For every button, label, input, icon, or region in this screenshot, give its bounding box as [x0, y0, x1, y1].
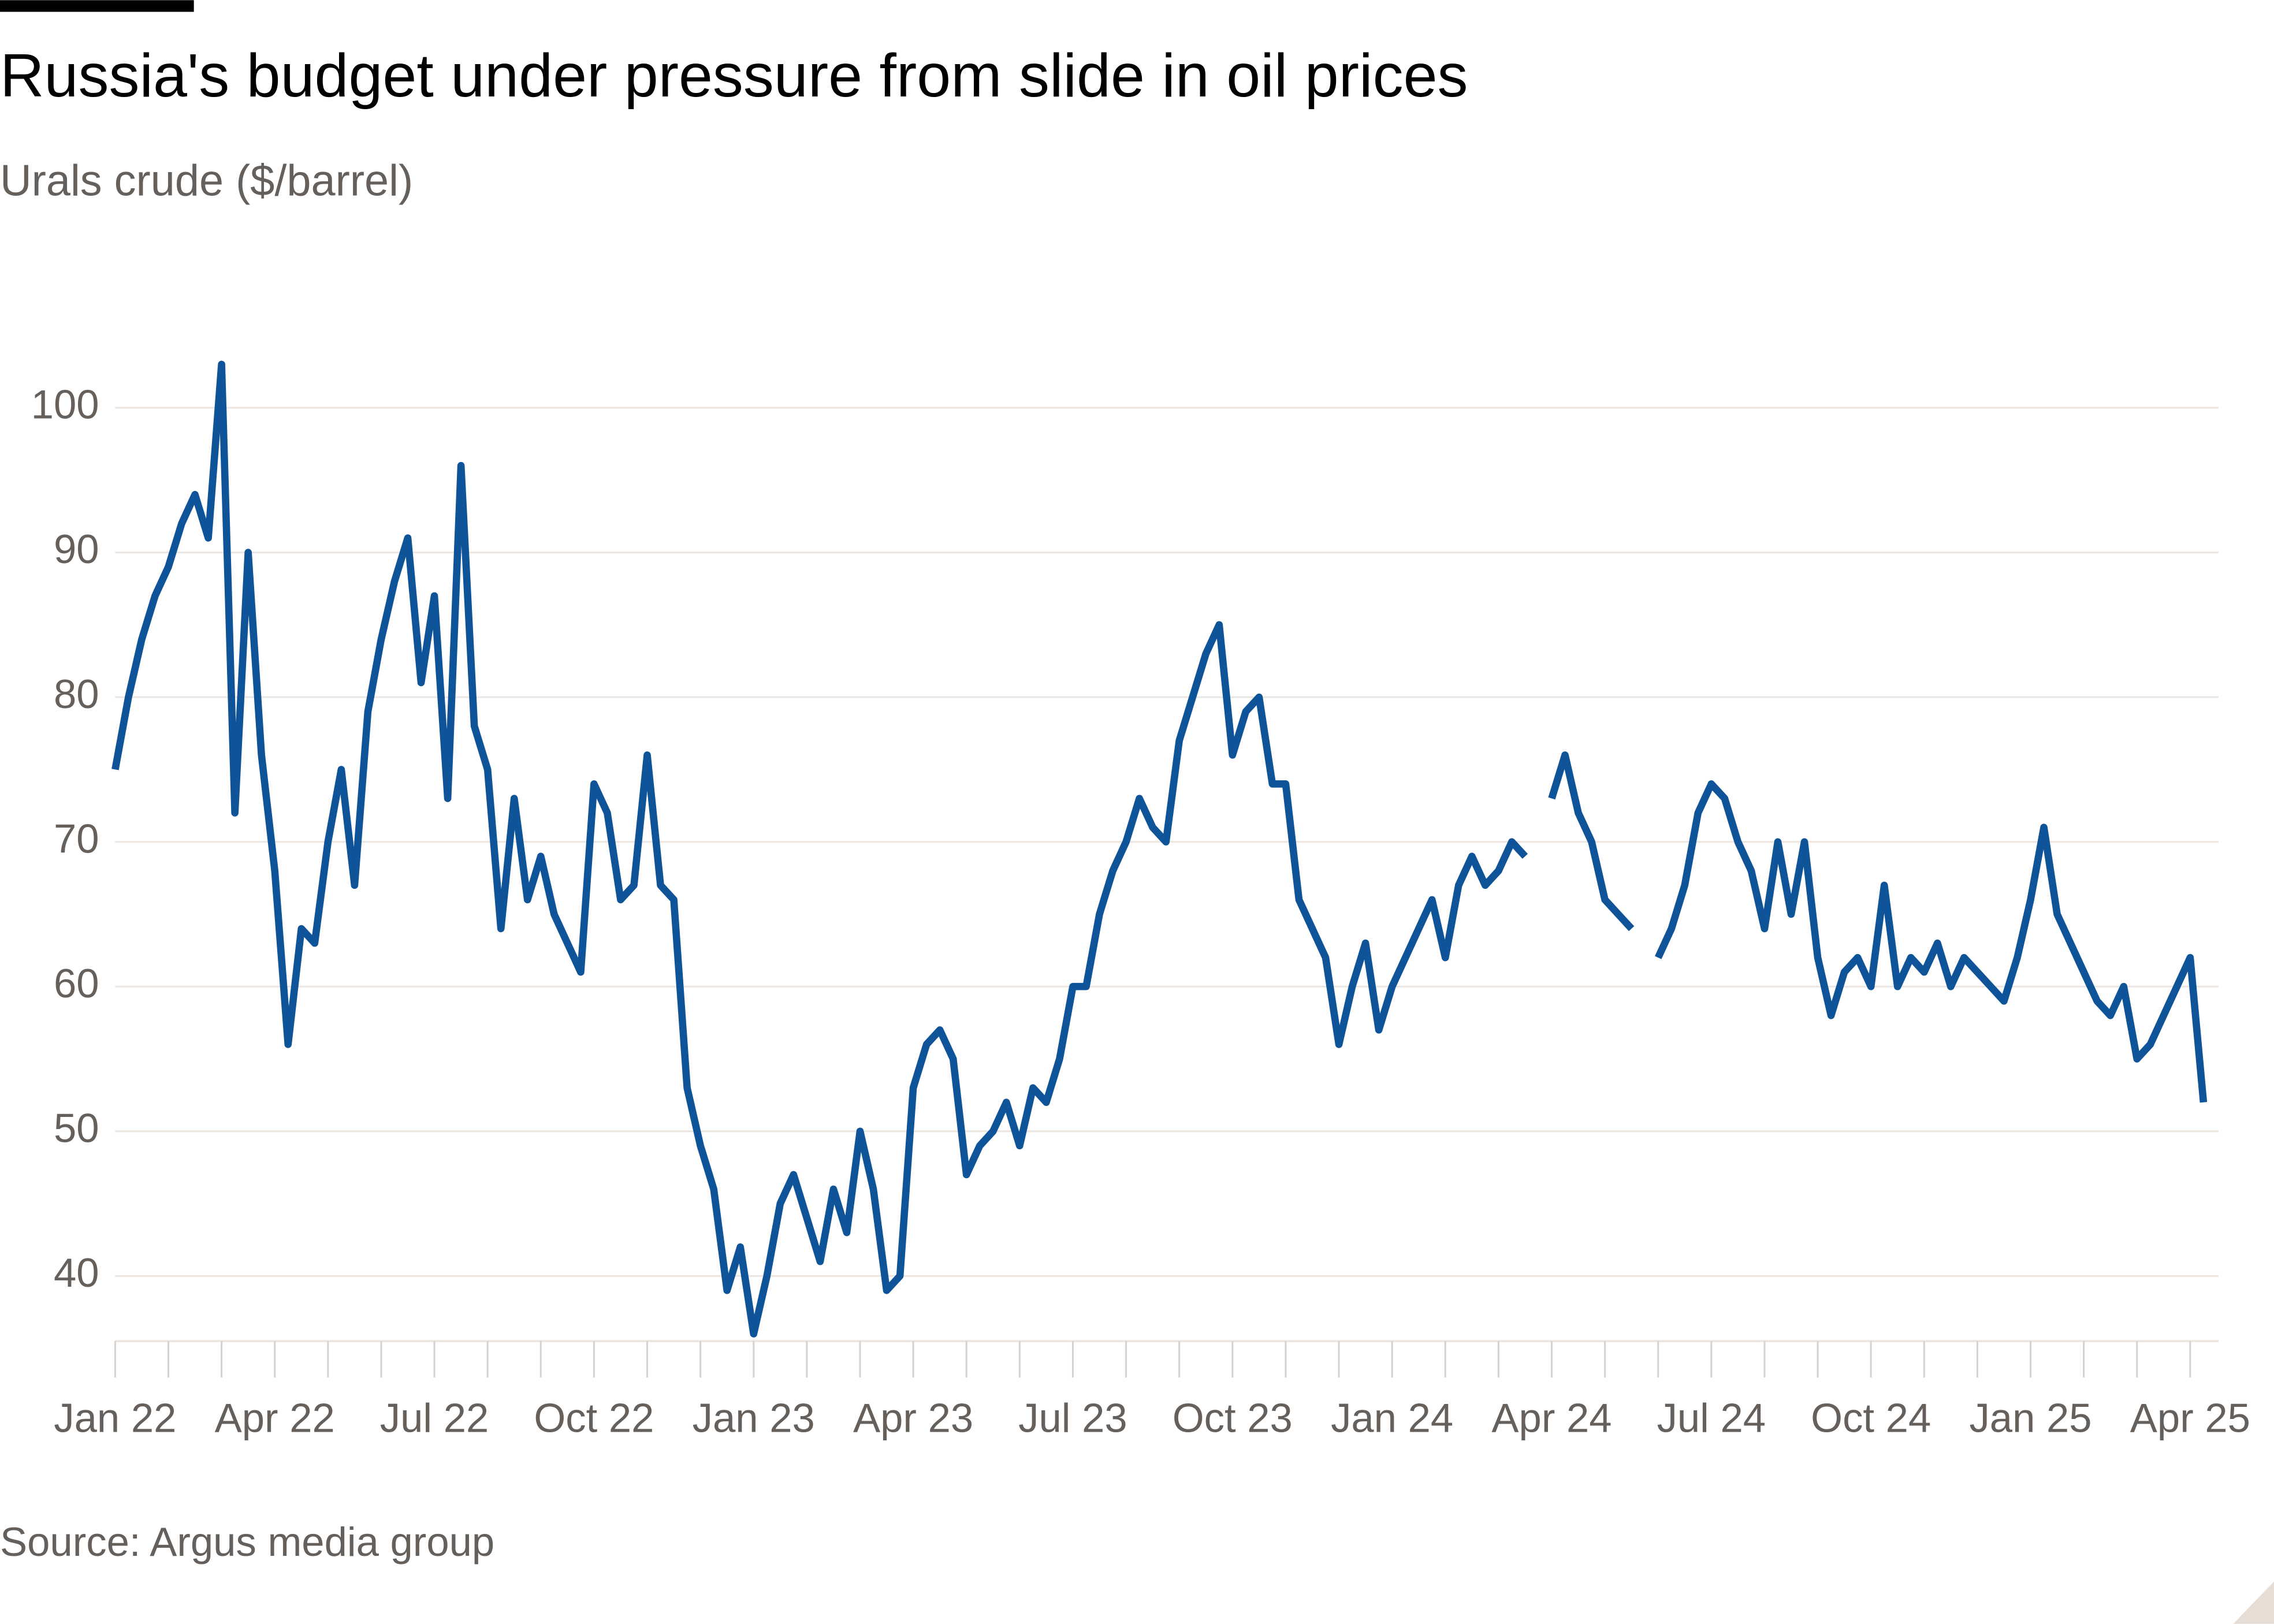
x-tick-label: Apr 23 [853, 1395, 973, 1441]
x-tick-label: Jul 23 [1018, 1395, 1127, 1441]
x-tick-label: Jan 25 [1969, 1395, 2091, 1441]
y-tick-label: 60 [54, 960, 99, 1006]
x-tick-label: Jul 24 [1657, 1395, 1766, 1441]
data-line [111, 360, 2208, 1338]
x-tick-label: Oct 22 [534, 1395, 654, 1441]
y-tick-label: 80 [54, 671, 99, 717]
source-note: Source: Argus media group [0, 1519, 494, 1565]
chart-title: Russia's budget under pressure from slid… [0, 42, 1468, 110]
x-tick-label: Jan 24 [1331, 1395, 1453, 1441]
brand-bar [0, 0, 194, 12]
x-tick-label: Apr 24 [1491, 1395, 1611, 1441]
y-tick-label: 90 [54, 526, 99, 572]
chart-subtitle: Urals crude ($/barrel) [0, 156, 413, 205]
x-tick-label: Apr 22 [215, 1395, 335, 1441]
y-tick-label: 100 [31, 382, 99, 427]
y-tick-label: 50 [54, 1105, 99, 1150]
y-tick-label: 40 [54, 1250, 99, 1295]
x-tick-label: Oct 24 [1811, 1395, 1931, 1441]
corner-mark [2233, 1581, 2274, 1624]
x-tick-label: Jan 22 [54, 1395, 176, 1441]
y-tick-label: 70 [54, 815, 99, 861]
x-tick-label: Apr 25 [2130, 1395, 2250, 1441]
x-tick-label: Jul 22 [380, 1395, 489, 1441]
x-tick-label: Jan 23 [693, 1395, 815, 1441]
x-tick-label: Oct 23 [1173, 1395, 1293, 1441]
